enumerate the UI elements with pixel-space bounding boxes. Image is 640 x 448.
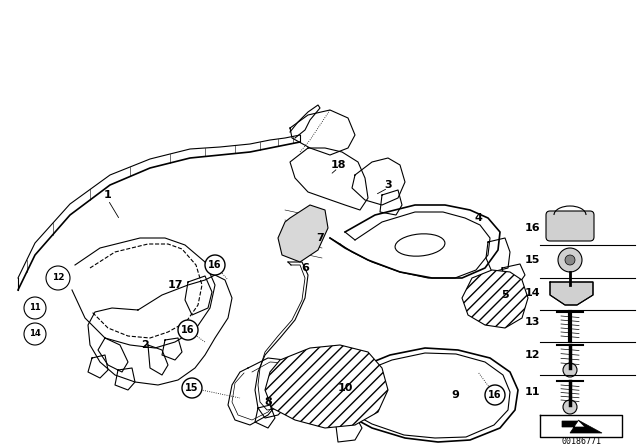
Circle shape (205, 255, 225, 275)
Text: 00186771: 00186771 (561, 438, 601, 447)
Text: 12: 12 (52, 273, 64, 283)
Text: 12: 12 (525, 350, 540, 360)
Polygon shape (278, 205, 328, 262)
Text: 18: 18 (330, 160, 346, 170)
Text: 15: 15 (185, 383, 199, 393)
Circle shape (182, 378, 202, 398)
Polygon shape (462, 270, 528, 328)
Circle shape (24, 323, 46, 345)
Text: 17: 17 (167, 280, 183, 290)
Circle shape (178, 320, 198, 340)
Text: 16: 16 (181, 325, 195, 335)
Circle shape (563, 363, 577, 377)
Text: 16: 16 (524, 223, 540, 233)
Text: 11: 11 (29, 303, 41, 313)
Circle shape (24, 297, 46, 319)
Text: 16: 16 (488, 390, 502, 400)
Text: 6: 6 (301, 263, 309, 273)
Text: 13: 13 (525, 317, 540, 327)
Text: 4: 4 (474, 213, 482, 223)
Text: 9: 9 (451, 390, 459, 400)
Circle shape (563, 400, 577, 414)
Text: 14: 14 (29, 329, 41, 339)
Circle shape (565, 255, 575, 265)
Text: 10: 10 (337, 383, 353, 393)
Circle shape (485, 385, 505, 405)
Text: 1: 1 (104, 190, 112, 200)
Text: 8: 8 (264, 397, 272, 407)
Text: 11: 11 (525, 387, 540, 397)
FancyBboxPatch shape (546, 211, 594, 241)
Circle shape (46, 266, 70, 290)
Text: 14: 14 (524, 288, 540, 298)
Text: 3: 3 (384, 180, 392, 190)
Text: 16: 16 (208, 260, 221, 270)
Polygon shape (550, 282, 593, 305)
Text: 15: 15 (525, 255, 540, 265)
Text: 7: 7 (316, 233, 324, 243)
Polygon shape (265, 345, 388, 428)
Text: 2: 2 (141, 340, 149, 350)
Polygon shape (562, 420, 602, 433)
Text: 5: 5 (501, 290, 509, 300)
Circle shape (558, 248, 582, 272)
